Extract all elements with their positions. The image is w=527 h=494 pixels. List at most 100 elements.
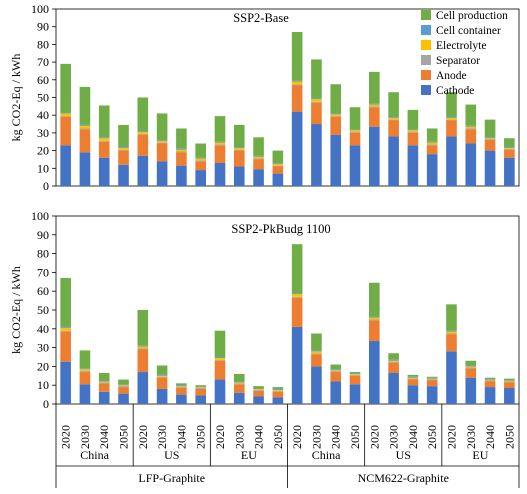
bar-segment-cathode (60, 361, 71, 404)
bar-segment-cathode (311, 366, 322, 404)
bar-segment-cathode (272, 173, 284, 186)
bar-segment-cell-production (330, 364, 342, 370)
y-tick-label: 100 (31, 209, 49, 223)
bar-segment-cathode (426, 386, 438, 404)
bar-segment-cathode (156, 388, 168, 404)
bar-segment-anode (291, 85, 303, 112)
bar-segment-electrolyte (407, 130, 419, 133)
bar-segment-electrolyte (291, 294, 303, 297)
bar-segment-cell-container (98, 137, 110, 139)
bar-segment-cathode (233, 166, 245, 186)
bar-segment-anode (349, 132, 361, 146)
bar-segment-cathode (253, 169, 264, 186)
bar-segment-electrolyte (426, 378, 438, 380)
bar-segment-cell-production (484, 119, 496, 138)
bar-segment-cathode (426, 154, 438, 186)
y-tick-label: 60 (37, 284, 49, 298)
bar-segment-cell-production (426, 128, 438, 142)
bar-segment-separator (137, 348, 149, 350)
bar-segment-cell-production (407, 374, 419, 377)
bar-segment-cell-container (272, 388, 284, 390)
bar-segment-anode (156, 377, 168, 389)
y-tick-label: 20 (37, 359, 49, 373)
bar-segment-cathode (349, 145, 361, 186)
bar-segment-cell-production (214, 116, 226, 142)
bar-segment-cathode (214, 379, 226, 404)
bar-segment-separator (311, 101, 322, 103)
bar-segment-separator (446, 119, 457, 121)
bar-segment-cell-production (407, 109, 419, 130)
bar-segment-separator (369, 106, 380, 108)
bar-segment-cell-production (176, 383, 187, 386)
x-tick-label-year: 2020 (444, 425, 458, 449)
bar-segment-cell-production (79, 350, 91, 369)
x-tick-label-year: 2040 (252, 425, 266, 449)
bar-segment-cell-production (156, 365, 168, 375)
bar-segment-anode (214, 145, 226, 163)
y-tick-label: 60 (37, 73, 49, 87)
bar-segment-cell-production (137, 97, 149, 132)
bar-segment-anode (233, 150, 245, 167)
bar-segment-electrolyte (214, 357, 226, 360)
bar-segment-cell-production (195, 143, 206, 158)
bar-segment-cell-container (311, 98, 322, 100)
bar-segment-anode (504, 149, 515, 158)
x-tick-label-year: 2020 (213, 425, 227, 449)
x-tick-label-year: 2020 (59, 425, 73, 449)
bar-segment-cell-production (60, 63, 71, 113)
bar-segment-cell-production (233, 373, 245, 382)
y-tick-label: 30 (37, 126, 49, 140)
y-tick-label: 0 (43, 179, 49, 193)
bar-segment-separator (465, 128, 477, 130)
bar-segment-cathode (504, 157, 515, 186)
bar-segment-anode (369, 107, 380, 127)
y-tick-label: 50 (37, 303, 49, 317)
bar-segment-anode (426, 380, 438, 387)
bar-segment-cathode (407, 385, 419, 404)
bar-segment-anode (349, 375, 361, 385)
bar-segment-cell-production (465, 360, 477, 366)
bar-segment-cell-production (311, 333, 322, 351)
bar-segment-separator (233, 383, 245, 385)
bar-segment-cell-production (195, 385, 206, 387)
x-tick-label-year: 2030 (155, 425, 169, 449)
bar-segment-separator (214, 144, 226, 146)
bar-segment-electrolyte (233, 147, 245, 150)
bar-segment-cell-production (233, 124, 245, 148)
y-tick-label: 40 (37, 322, 49, 336)
bar-segment-electrolyte (118, 385, 129, 387)
x-tick-label-year: 2030 (464, 425, 478, 449)
bar-segment-anode (291, 297, 303, 327)
bar-segment-electrolyte (79, 125, 91, 129)
bar-segment-separator (195, 160, 206, 162)
bar-segment-anode (233, 384, 245, 393)
bar-segment-separator (484, 380, 496, 382)
x-tick-label-year: 2050 (271, 425, 285, 449)
y-axis-label: kg CO2-Eq / kWh (9, 54, 23, 142)
bar-segment-separator (330, 371, 342, 373)
bar-segment-electrolyte (504, 147, 515, 149)
x-tick-label-year: 2030 (309, 425, 323, 449)
bar-segment-cathode (484, 150, 496, 186)
bar-segment-electrolyte (349, 373, 361, 375)
bar-segment-cell-container (156, 139, 168, 141)
bar-segment-separator (330, 116, 342, 117)
y-tick-label: 90 (37, 20, 49, 34)
x-tick-label-year: 2020 (136, 425, 150, 449)
bar-segment-separator (311, 353, 322, 355)
bar-segment-cathode (330, 381, 342, 404)
bar-segment-cell-production (388, 92, 399, 117)
bar-segment-cell-container (291, 80, 303, 82)
bar-segment-cathode (79, 384, 91, 404)
bar-segment-separator (253, 389, 264, 391)
bar-segment-electrolyte (195, 158, 206, 161)
bar-segment-cell-container (330, 369, 342, 371)
bar-segment-separator (79, 371, 91, 373)
bar-segment-cell-production (291, 244, 303, 294)
bar-segment-anode (176, 388, 187, 395)
bar-segment-cell-container (407, 376, 419, 378)
legend-swatch-separator (421, 55, 431, 65)
panel-title: SSP2-Base (233, 11, 289, 25)
legend-label-cathode: Cathode (436, 85, 474, 97)
bar-segment-cell-production (156, 113, 168, 140)
